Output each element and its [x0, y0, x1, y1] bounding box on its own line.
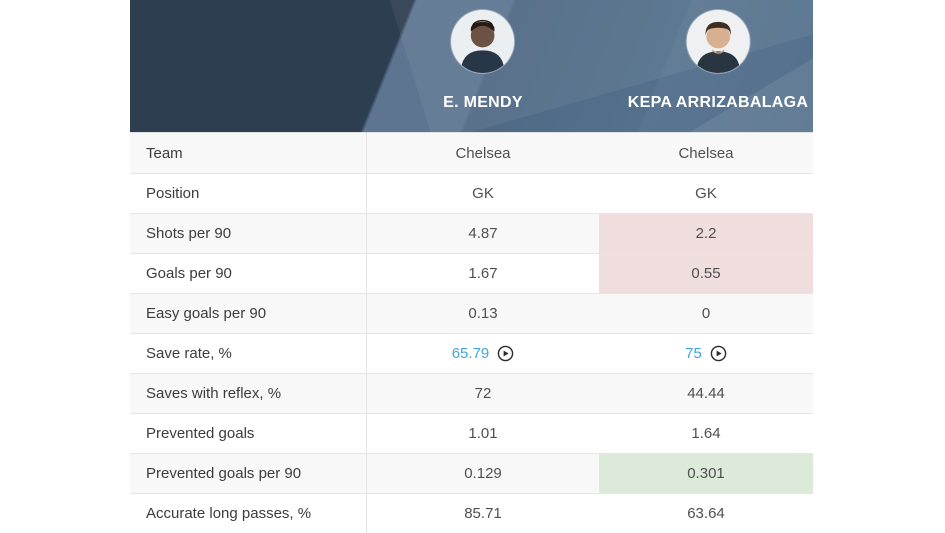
stat-value-kepa: Chelsea [678, 144, 734, 162]
stat-row: Save rate, % 65.79 75 [130, 333, 813, 373]
stat-label: Easy goals per 90 [130, 294, 367, 333]
stat-value-kepa: 0.55 [599, 254, 813, 293]
player-comparison-card: E. MENDY KEPA ARRIZABALAGA Team Chelsea Ch… [130, 0, 813, 533]
stat-value-mendy: 1.01 [468, 425, 498, 442]
stat-value-mendy: 4.87 [468, 225, 498, 242]
stat-row: Prevented goals 1.01 1.64 [130, 413, 813, 453]
stat-value-mendy: 0.13 [468, 305, 498, 322]
stat-value-kepa: 0 [701, 305, 711, 322]
stat-value-mendy[interactable]: 65.79 [367, 334, 599, 373]
player-photo-placeholder-icon [686, 10, 750, 73]
stats-table-body: Team Chelsea Chelsea Position GK GK Shots per … [130, 133, 813, 533]
player-block-kepa: KEPA ARRIZABALAGA [628, 10, 809, 113]
stat-label: Prevented goals per 90 [130, 454, 367, 493]
stat-value-mendy: 72 [474, 385, 492, 402]
stats-table: Team Chelsea Chelsea Position GK GK Shots per … [130, 132, 813, 533]
player-avatar-mendy[interactable] [451, 10, 515, 73]
stat-label: Position [130, 174, 367, 213]
stat-label: Saves with reflex, % [130, 374, 367, 413]
stat-value-mendy: 85.71 [464, 505, 502, 522]
play-video-icon[interactable] [497, 345, 514, 362]
stat-label: Accurate long passes, % [130, 494, 367, 533]
stat-label: Team [130, 133, 367, 173]
stat-row: Easy goals per 90 0.13 0 [130, 293, 813, 333]
stat-value-mendy: Chelsea [455, 144, 511, 162]
stat-row: Team Chelsea Chelsea [130, 133, 813, 173]
stat-value-mendy: GK [472, 185, 494, 202]
player-name-kepa[interactable]: KEPA ARRIZABALAGA [627, 94, 809, 111]
player-avatar-kepa[interactable] [686, 10, 750, 73]
stat-value-kepa: 44.44 [687, 385, 725, 402]
stat-row: Accurate long passes, % 85.71 63.64 [130, 493, 813, 533]
player-name-mendy[interactable]: E. MENDY [443, 94, 523, 111]
stat-label: Shots per 90 [130, 214, 367, 253]
stat-value-kepa: 1.64 [691, 425, 721, 442]
stat-label: Prevented goals [130, 414, 367, 453]
stat-value-kepa: GK [695, 185, 717, 202]
stat-row: Prevented goals per 90 0.129 0.301 [130, 453, 813, 493]
stat-value-kepa[interactable]: 75 [599, 334, 813, 373]
stat-row: Position GK GK [130, 173, 813, 213]
player-photo-placeholder-icon [451, 10, 515, 73]
video-stat-link[interactable]: 65.79 [451, 345, 490, 362]
stat-label: Save rate, % [130, 334, 367, 373]
stat-value-kepa: 2.2 [599, 214, 813, 253]
play-video-icon[interactable] [710, 345, 727, 362]
stat-row: Shots per 90 4.87 2.2 [130, 213, 813, 253]
stat-row: Saves with reflex, % 72 44.44 [130, 373, 813, 413]
stat-value-mendy: 0.129 [464, 465, 502, 482]
comparison-header: E. MENDY KEPA ARRIZABALAGA [130, 0, 813, 132]
stat-row: Goals per 90 1.67 0.55 [130, 253, 813, 293]
stat-value-mendy: 1.67 [468, 265, 498, 282]
video-stat-link[interactable]: 75 [685, 345, 702, 362]
stat-value-kepa: 63.64 [687, 505, 725, 522]
player-block-mendy: E. MENDY [443, 10, 523, 113]
stat-value-kepa: 0.301 [599, 454, 813, 493]
stat-label: Goals per 90 [130, 254, 367, 293]
